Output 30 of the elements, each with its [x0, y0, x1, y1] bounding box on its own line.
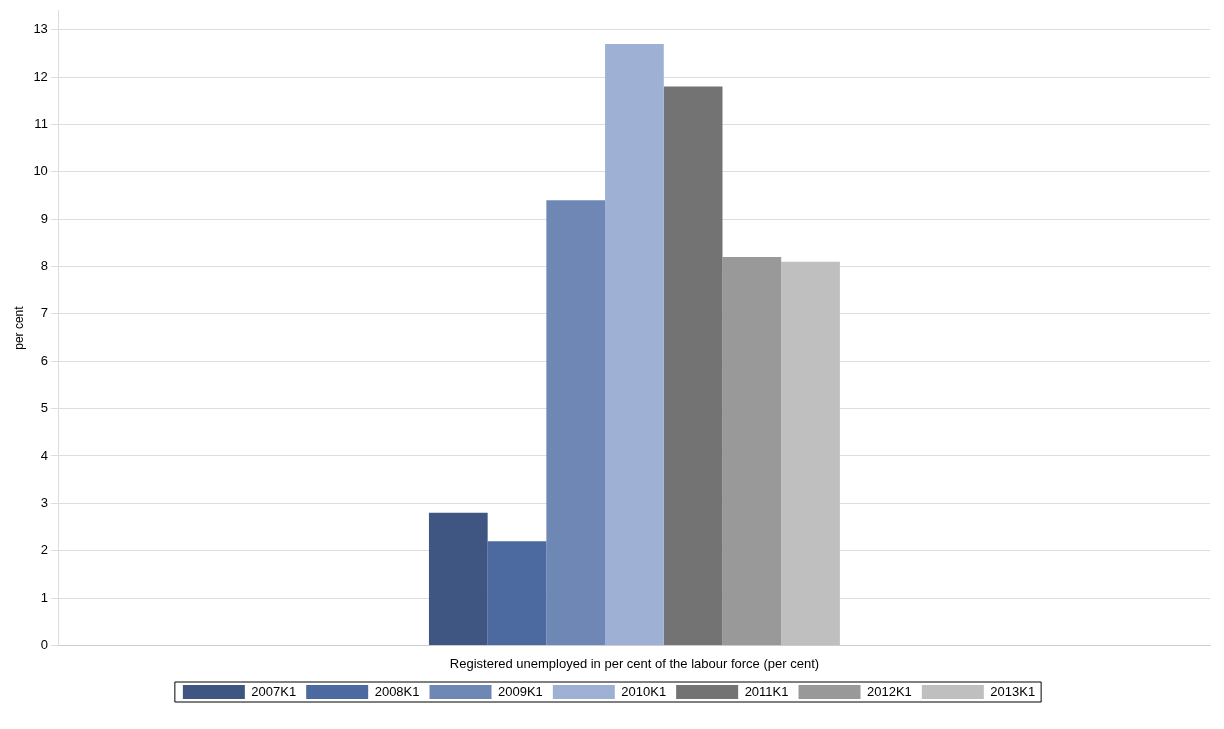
bar: [428, 512, 488, 645]
bar: [663, 86, 723, 645]
legend-label: 2010K1: [621, 683, 667, 699]
x-tick-label: Registered unemployed in per cent of the labour force (per cent): [449, 655, 820, 671]
bar: [605, 43, 664, 645]
y-tick-label: 0: [40, 636, 48, 652]
legend-label: 2012K1: [867, 683, 912, 699]
y-tick-label: 11: [34, 116, 48, 132]
legend-label: 2013K1: [990, 683, 1036, 699]
bar: [546, 200, 606, 645]
legend-label: 2007K1: [251, 683, 297, 699]
legend-label: 2008K1: [374, 683, 420, 699]
y-tick-label: 5: [40, 400, 48, 416]
y-tick-label: 1: [40, 589, 48, 605]
y-tick-label: 9: [40, 210, 48, 226]
y-tick-label: 12: [33, 68, 48, 84]
legend-label: 2011K1: [744, 683, 789, 699]
y-tick-label: 2: [40, 542, 48, 558]
y-tick-label: 13: [33, 21, 48, 37]
y-tick-label: 8: [40, 258, 48, 274]
y-tick-label: 6: [40, 352, 48, 368]
y-tick-label: 7: [40, 305, 48, 321]
bar: [722, 257, 782, 645]
legend-label: 2009K1: [498, 683, 543, 699]
y-tick-label: 3: [40, 494, 48, 510]
y-tick-label: 10: [33, 163, 48, 179]
bar: [487, 541, 547, 645]
bar: [781, 261, 840, 645]
y-tick-label: 4: [40, 447, 48, 463]
y-axis-title: per cent: [11, 305, 26, 350]
